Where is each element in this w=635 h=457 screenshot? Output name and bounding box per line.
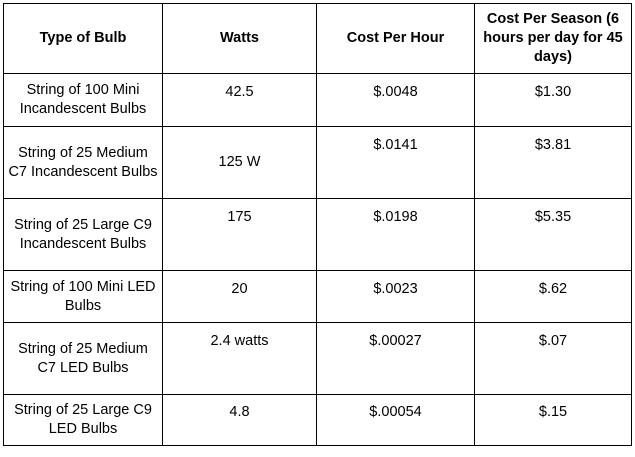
cell-cost-per-hour: $.0023 xyxy=(316,270,475,323)
cell-cost-per-season: $.15 xyxy=(474,394,632,446)
table-row: String of 25 Medium C7 LED Bulbs 2.4 wat… xyxy=(3,322,632,395)
cell-type: String of 25 Large C9 LED Bulbs xyxy=(3,394,163,446)
cell-type: String of 25 Large C9 Incandescent Bulbs xyxy=(3,198,163,271)
table-header-row: Type of Bulb Watts Cost Per Hour Cost Pe… xyxy=(3,3,632,74)
bulb-cost-table: Type of Bulb Watts Cost Per Hour Cost Pe… xyxy=(3,3,632,446)
table-row: String of 25 Large C9 Incandescent Bulbs… xyxy=(3,198,632,271)
cell-cost-per-season: $.62 xyxy=(474,270,632,323)
table-row: String of 25 Large C9 LED Bulbs 4.8 $.00… xyxy=(3,394,632,446)
cell-watts: 4.8 xyxy=(162,394,317,446)
cell-type: String of 100 Mini LED Bulbs xyxy=(3,270,163,323)
cell-type: String of 25 Medium C7 Incandescent Bulb… xyxy=(3,126,163,199)
cell-cost-per-hour: $.0198 xyxy=(316,198,475,271)
table-row: String of 25 Medium C7 Incandescent Bulb… xyxy=(3,126,632,199)
cell-cost-per-season: $5.35 xyxy=(474,198,632,271)
cell-watts: 42.5 xyxy=(162,73,317,127)
cell-cost-per-hour: $.0141 xyxy=(316,126,475,199)
header-type-of-bulb: Type of Bulb xyxy=(3,3,163,74)
table-row: String of 100 Mini LED Bulbs 20 $.0023 $… xyxy=(3,270,632,323)
cell-cost-per-season: $1.30 xyxy=(474,73,632,127)
cell-cost-per-season: $.07 xyxy=(474,322,632,395)
cell-cost-per-hour: $.00027 xyxy=(316,322,475,395)
header-cost-per-season: Cost Per Season (6 hours per day for 45 … xyxy=(474,3,632,74)
cell-type: String of 100 Mini Incandescent Bulbs xyxy=(3,73,163,127)
cell-cost-per-hour: $.0048 xyxy=(316,73,475,127)
cell-watts: 175 xyxy=(162,198,317,271)
cell-watts: 125 W xyxy=(162,126,317,199)
header-cost-per-hour: Cost Per Hour xyxy=(316,3,475,74)
cell-watts: 2.4 watts xyxy=(162,322,317,395)
cell-watts: 20 xyxy=(162,270,317,323)
cell-cost-per-hour: $.00054 xyxy=(316,394,475,446)
table-row: String of 100 Mini Incandescent Bulbs 42… xyxy=(3,73,632,127)
cell-type: String of 25 Medium C7 LED Bulbs xyxy=(3,322,163,395)
cell-cost-per-season: $3.81 xyxy=(474,126,632,199)
header-watts: Watts xyxy=(162,3,317,74)
